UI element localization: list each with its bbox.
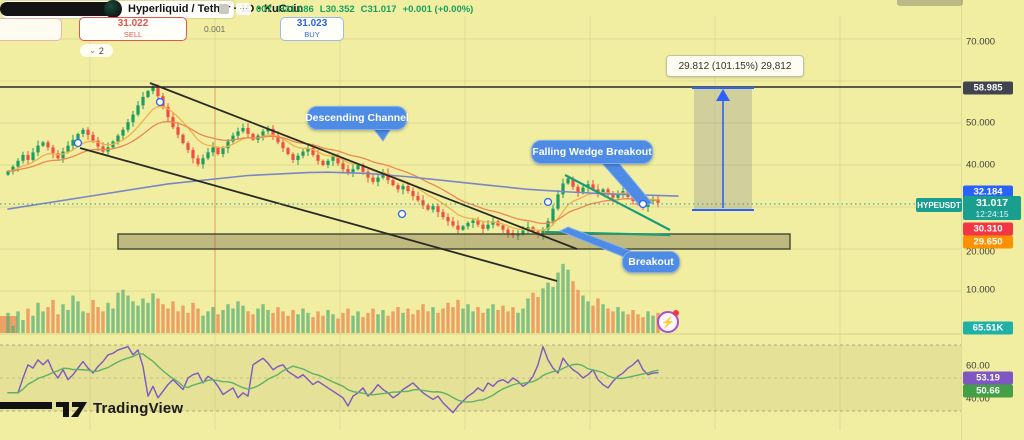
ohlc-change: +0.001 (+0.00%)	[402, 4, 474, 15]
sell-price: 31.022	[117, 18, 149, 30]
tradingview-mark-icon	[56, 402, 87, 417]
chevron-down-icon: ⌄	[89, 46, 96, 55]
annotation-falling-wedge-breakout[interactable]: Falling Wedge Breakout	[531, 140, 653, 164]
price-level-badge: 58.985	[963, 81, 1013, 95]
annotation-breakout[interactable]: Breakout	[622, 251, 680, 273]
drawing-anchor	[397, 209, 407, 219]
measure-arrow-head	[716, 89, 730, 101]
price-range-tooltip: 29.812 (101.15%) 29,812	[666, 55, 804, 77]
price-tick-label: 60.00	[966, 360, 990, 372]
drawing-anchor	[155, 97, 165, 107]
tradingview-wordmark: TradingView	[93, 399, 184, 417]
cropped-left-panel	[0, 18, 62, 41]
buy-label: BUY	[304, 30, 320, 40]
last-price: 31.017	[975, 196, 1009, 209]
ema-slow-line	[7, 120, 659, 225]
price-level-badge: 29.650	[963, 235, 1013, 249]
price-tick-label: 10.000	[966, 284, 996, 296]
drawing-anchor	[638, 199, 648, 209]
annotation-descending-channel[interactable]: Descending Channel	[305, 106, 409, 130]
redacted-symbol-pill	[0, 2, 118, 16]
ohlc-close: C31.017	[360, 4, 397, 15]
price-level-badge: 65.51K	[963, 321, 1013, 335]
ohlc-low: L30.352	[319, 4, 355, 15]
support-zone-drawing	[117, 233, 791, 250]
tradingview-logo[interactable]: TradingView	[56, 398, 183, 418]
indicator-collapse-toggle[interactable]: ⌄ 2	[80, 44, 113, 57]
price-level-badge: 30.310	[963, 222, 1013, 236]
rsi-ma-line	[7, 353, 659, 403]
ohlc-open: 007	[256, 4, 272, 15]
symbol-price-tag: HYPEUSDT	[916, 198, 962, 212]
wedge-trendline	[564, 174, 671, 231]
symbol-logo-icon	[104, 0, 122, 18]
buy-price: 31.023	[296, 18, 328, 30]
logo-bar	[0, 402, 52, 409]
price-tick-label: 50.000	[966, 117, 996, 129]
rsi-line	[7, 345, 659, 414]
channel-trendline	[79, 147, 558, 282]
spread-value: 0.001	[204, 24, 226, 34]
price-level-badge: 53.19	[963, 371, 1013, 385]
sell-label: SELL	[123, 30, 143, 40]
last-price-badge: 31.017 12:24:15	[963, 196, 1021, 220]
ohlc-readout: 007 H31.086 L30.352 C31.017 +0.001 (+0.00%)	[256, 4, 479, 15]
collapse-count: 2	[98, 45, 104, 56]
price-level-badge: 32.184	[963, 185, 1013, 199]
countdown-timer: 12:24:15	[975, 209, 1009, 219]
cropped-toolbar-strip	[897, 0, 963, 6]
price-tick-label: 40.000	[966, 159, 996, 171]
ohlc-high: H31.086	[277, 4, 314, 15]
symbol-menu-icon[interactable]	[219, 4, 229, 14]
drawing-anchor	[543, 197, 553, 207]
flash-icon[interactable]: ⚡	[657, 311, 679, 333]
channel-trendline	[149, 82, 578, 250]
chart-canvas[interactable]	[0, 0, 962, 440]
price-tick-label: 40.00	[966, 393, 990, 405]
symbol-title[interactable]: Hyperliquid / Tether · 1D · KuCoin	[128, 3, 304, 15]
price-axis-separator	[961, 0, 962, 440]
price-level-badge: 50.66	[963, 384, 1013, 398]
price-tick-label: 70.000	[966, 36, 996, 48]
buy-button[interactable]: 31.023 BUY	[280, 17, 344, 41]
price-tick-label: 20.000	[966, 246, 996, 258]
drawing-anchor	[73, 138, 83, 148]
ema-fast-line	[7, 105, 659, 232]
more-options-button[interactable]: ···	[236, 3, 251, 15]
sell-button[interactable]: 31.022 SELL	[79, 17, 187, 41]
notification-dot	[673, 310, 679, 316]
